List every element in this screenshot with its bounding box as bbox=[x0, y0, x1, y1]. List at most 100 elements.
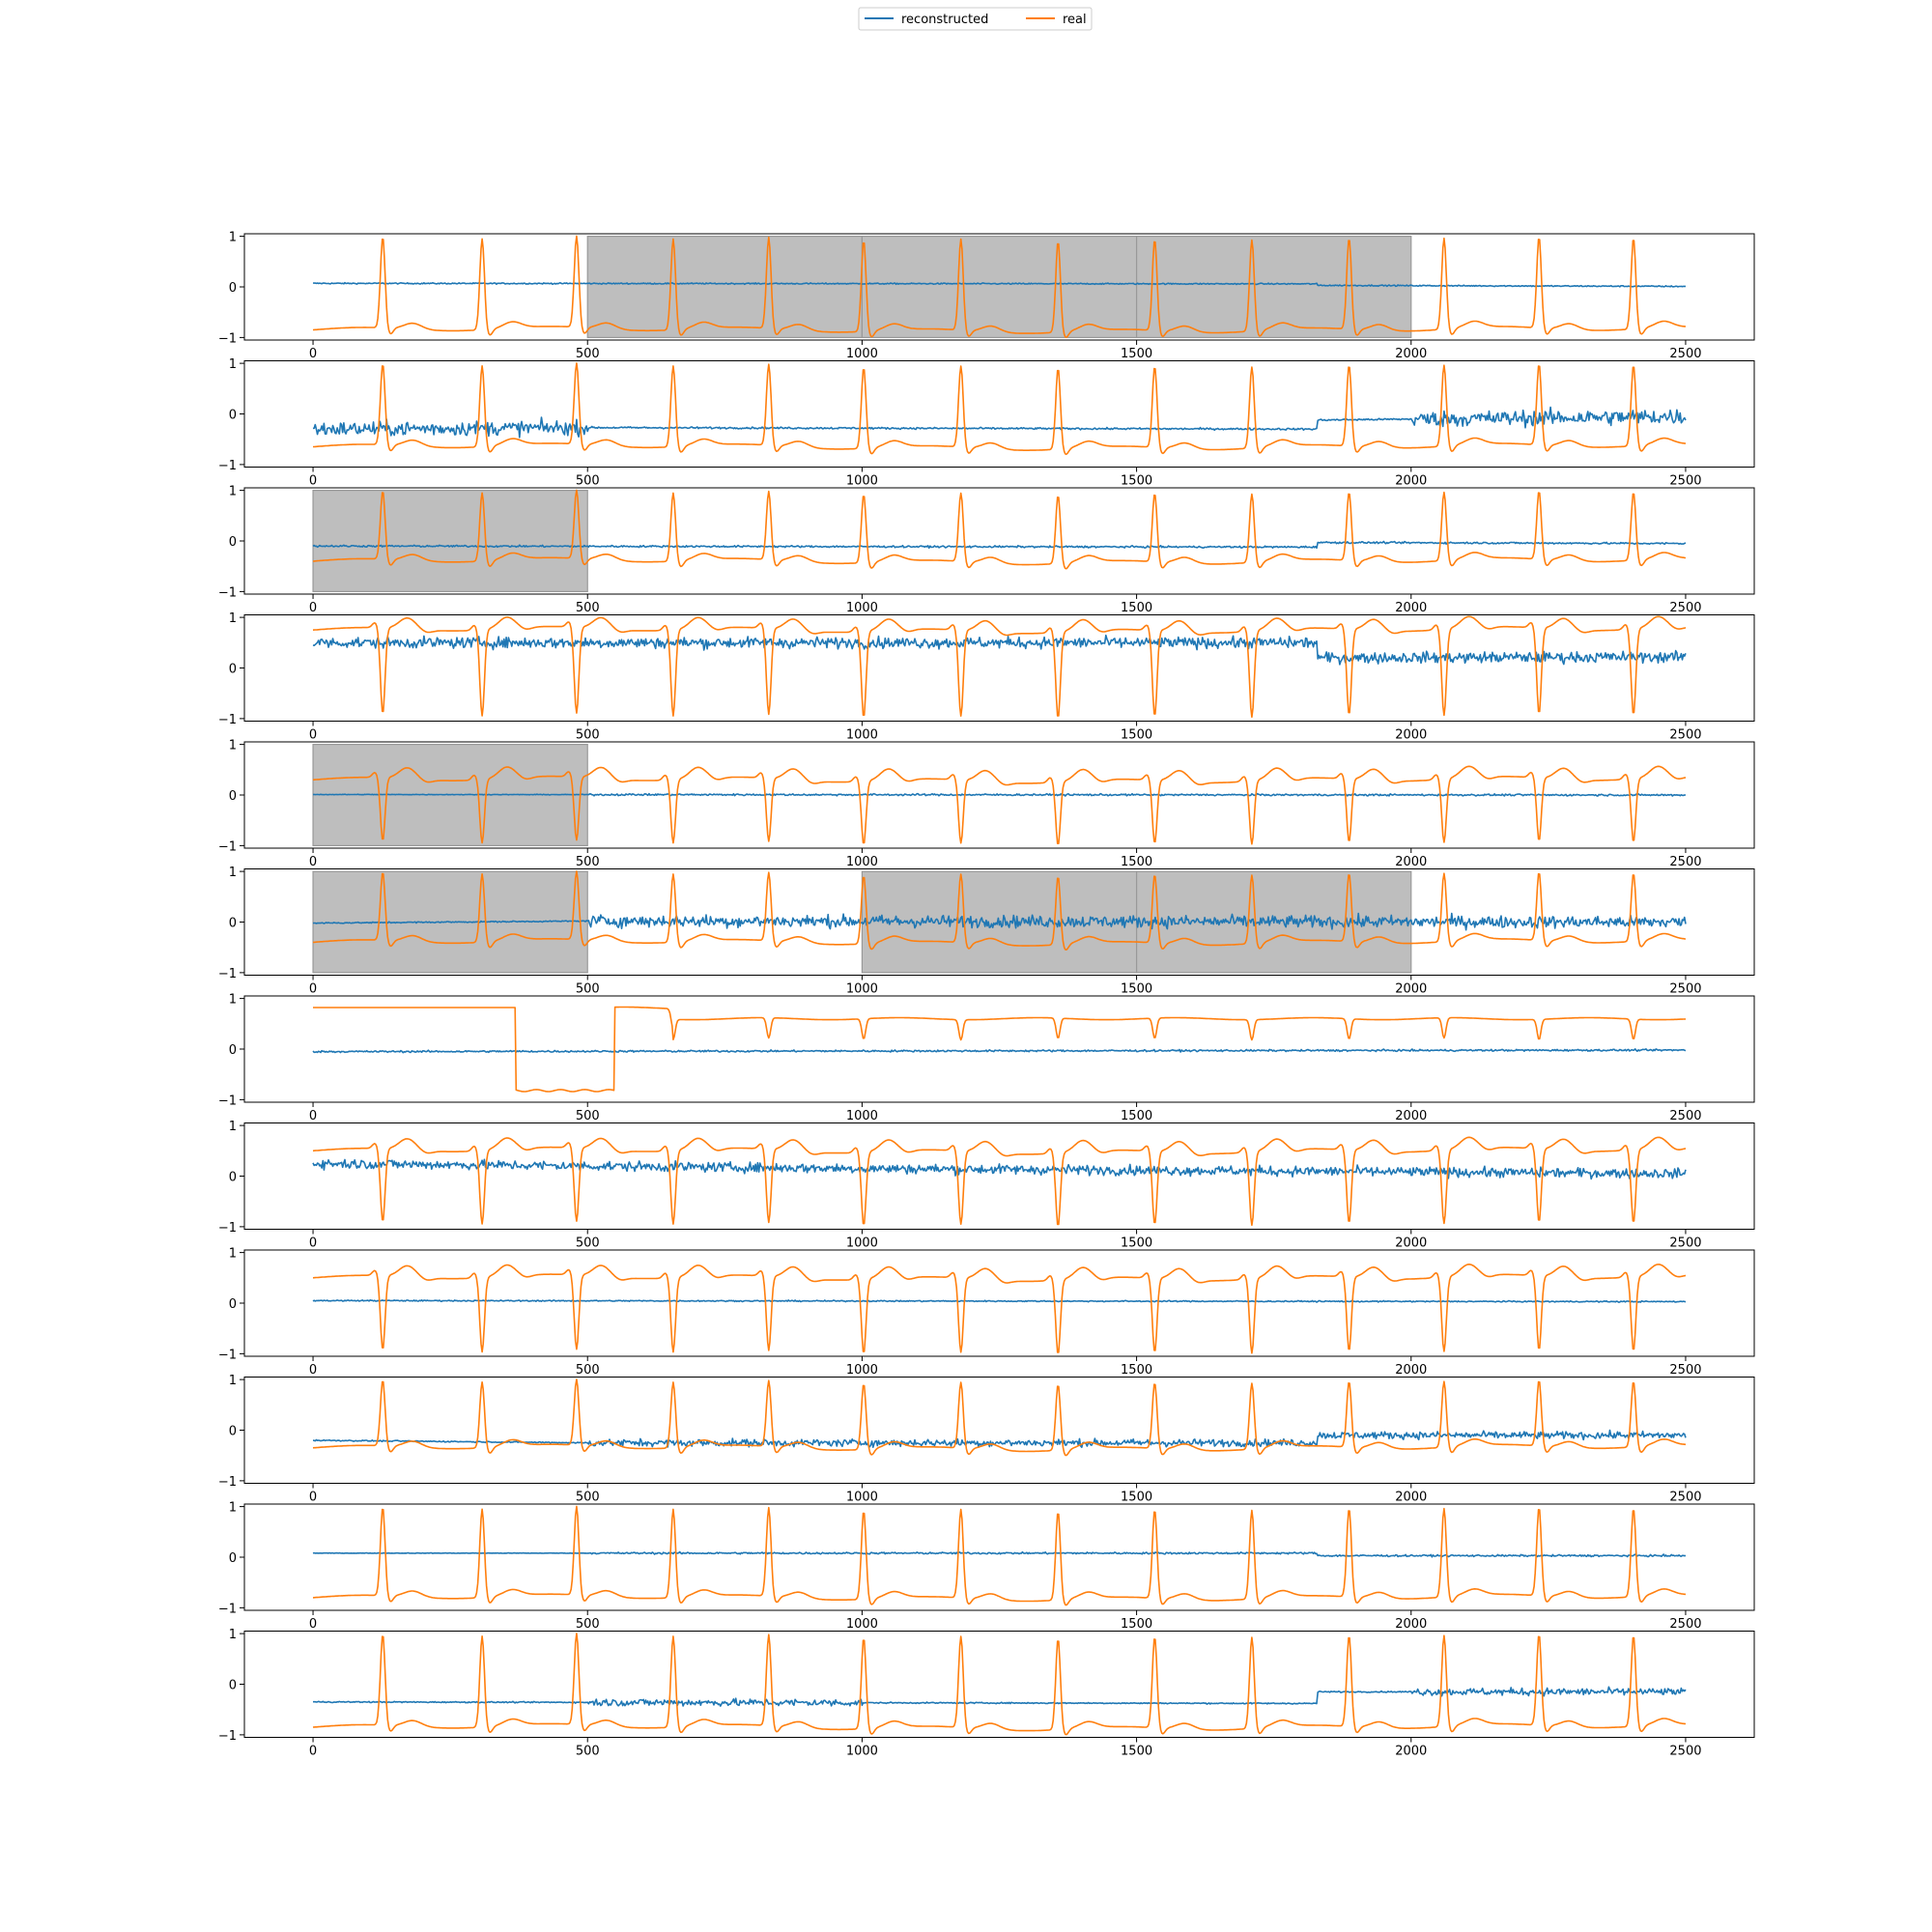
panel-2: −1 0 1 0 500 1000 1500 2000 2500 bbox=[218, 357, 1755, 489]
y-tick-label: −1 bbox=[218, 967, 237, 981]
y-tick-label: −1 bbox=[218, 585, 237, 600]
x-tick-label: 0 bbox=[309, 347, 317, 361]
x-tick-label: 1000 bbox=[846, 1491, 878, 1505]
y-tick-label: 1 bbox=[229, 866, 237, 880]
x-tick-label: 2500 bbox=[1669, 1109, 1701, 1123]
x-tick-label: 1000 bbox=[846, 855, 878, 869]
x-tick-label: 500 bbox=[576, 601, 600, 615]
x-tick-label: 500 bbox=[576, 1745, 600, 1759]
x-tick-label: 1500 bbox=[1121, 347, 1152, 361]
x-tick-label: 0 bbox=[309, 1363, 317, 1378]
x-tick-label: 1000 bbox=[846, 982, 878, 997]
x-tick-label: 500 bbox=[576, 982, 600, 997]
x-tick-label: 1500 bbox=[1121, 1109, 1152, 1123]
x-tick-label: 2500 bbox=[1669, 1363, 1701, 1378]
y-tick-label: −1 bbox=[218, 1221, 237, 1236]
y-tick-label: 1 bbox=[229, 611, 237, 626]
series-line-reconstructed bbox=[312, 540, 1687, 550]
series-line-reconstructed bbox=[312, 792, 1686, 797]
panel-8: −1 0 1 0 500 1000 1500 2000 2500 bbox=[218, 1120, 1755, 1251]
y-tick-label: 0 bbox=[229, 1551, 237, 1566]
y-tick-label: 1 bbox=[229, 1247, 237, 1262]
panel-5: −1 0 1 0 500 1000 1500 2000 2500 bbox=[218, 739, 1755, 869]
y-tick-label: 1 bbox=[229, 485, 237, 499]
panel-11: −1 0 1 0 500 1000 1500 2000 2500 bbox=[218, 1501, 1755, 1632]
x-tick-label: 2000 bbox=[1395, 1363, 1427, 1378]
x-tick-label: 2000 bbox=[1395, 1617, 1427, 1632]
x-tick-label: 2500 bbox=[1669, 982, 1701, 997]
y-tick-label: 1 bbox=[229, 1120, 237, 1134]
panel-9: −1 0 1 0 500 1000 1500 2000 2500 bbox=[218, 1247, 1755, 1378]
x-tick-label: 2500 bbox=[1669, 1491, 1701, 1505]
y-tick-label: 1 bbox=[229, 1501, 237, 1516]
x-tick-label: 1000 bbox=[846, 728, 878, 743]
series-line-real bbox=[312, 489, 1687, 570]
y-tick-label: 0 bbox=[229, 917, 237, 931]
y-tick-label: 0 bbox=[229, 789, 237, 804]
series-line-real bbox=[313, 362, 1687, 456]
series-line-real bbox=[312, 1633, 1687, 1736]
y-tick-label: 0 bbox=[229, 1297, 237, 1312]
legend-label-real: real bbox=[1063, 13, 1087, 27]
y-tick-label: −1 bbox=[218, 713, 237, 727]
x-tick-label: 2500 bbox=[1669, 601, 1701, 615]
series-line-real bbox=[312, 765, 1687, 845]
x-tick-label: 0 bbox=[309, 1617, 317, 1632]
x-tick-label: 1500 bbox=[1121, 1745, 1152, 1759]
x-tick-label: 1500 bbox=[1121, 1491, 1152, 1505]
x-tick-label: 500 bbox=[576, 1109, 600, 1123]
x-tick-label: 2000 bbox=[1395, 1491, 1427, 1505]
x-tick-label: 1000 bbox=[846, 1109, 878, 1123]
masked-region bbox=[312, 490, 588, 592]
series-line-real bbox=[313, 1006, 1687, 1093]
x-tick-label: 1000 bbox=[846, 1363, 878, 1378]
panel-3: −1 0 1 0 500 1000 1500 2000 2500 bbox=[218, 485, 1755, 615]
x-tick-label: 0 bbox=[309, 855, 317, 869]
y-tick-label: 1 bbox=[229, 993, 237, 1008]
series-line-real bbox=[312, 1378, 1687, 1457]
x-tick-label: 500 bbox=[576, 474, 600, 489]
x-tick-label: 1000 bbox=[846, 1617, 878, 1632]
x-tick-label: 1500 bbox=[1121, 982, 1152, 997]
x-tick-label: 1500 bbox=[1121, 1617, 1152, 1632]
x-tick-label: 0 bbox=[309, 1491, 317, 1505]
x-tick-label: 500 bbox=[576, 728, 600, 743]
x-tick-label: 2000 bbox=[1395, 982, 1427, 997]
x-tick-label: 500 bbox=[576, 855, 600, 869]
x-tick-label: 0 bbox=[309, 728, 317, 743]
y-tick-label: −1 bbox=[218, 459, 237, 473]
x-tick-label: 2000 bbox=[1395, 728, 1427, 743]
x-tick-label: 500 bbox=[576, 1363, 600, 1378]
x-tick-label: 2500 bbox=[1669, 474, 1701, 489]
y-tick-label: 1 bbox=[229, 739, 237, 753]
series-line-reconstructed bbox=[312, 912, 1687, 931]
x-tick-label: 2500 bbox=[1669, 1617, 1701, 1632]
x-tick-label: 2500 bbox=[1669, 1745, 1701, 1759]
y-tick-label: −1 bbox=[218, 1348, 237, 1362]
y-tick-label: −1 bbox=[218, 1602, 237, 1616]
series-line-reconstructed bbox=[312, 1299, 1687, 1303]
series-line-reconstructed bbox=[313, 1686, 1687, 1707]
y-tick-label: 1 bbox=[229, 357, 237, 372]
y-tick-label: 0 bbox=[229, 281, 237, 296]
series-line-real bbox=[312, 1264, 1687, 1354]
x-tick-label: 1000 bbox=[846, 1236, 878, 1251]
x-tick-label: 1000 bbox=[846, 1745, 878, 1759]
series-line-reconstructed bbox=[312, 1429, 1687, 1449]
x-tick-label: 1500 bbox=[1121, 1236, 1152, 1251]
x-tick-label: 1000 bbox=[846, 601, 878, 615]
x-tick-label: 500 bbox=[576, 347, 600, 361]
x-tick-label: 2000 bbox=[1395, 347, 1427, 361]
x-tick-label: 2500 bbox=[1669, 347, 1701, 361]
y-tick-label: −1 bbox=[218, 1094, 237, 1108]
y-tick-label: 0 bbox=[229, 1171, 237, 1185]
series-line-real bbox=[312, 235, 1687, 338]
x-tick-label: 2500 bbox=[1669, 855, 1701, 869]
x-tick-label: 0 bbox=[309, 1745, 317, 1759]
x-tick-label: 1500 bbox=[1121, 855, 1152, 869]
series-line-reconstructed bbox=[312, 634, 1687, 666]
y-tick-label: 0 bbox=[229, 663, 237, 677]
y-tick-label: 0 bbox=[229, 1679, 237, 1693]
